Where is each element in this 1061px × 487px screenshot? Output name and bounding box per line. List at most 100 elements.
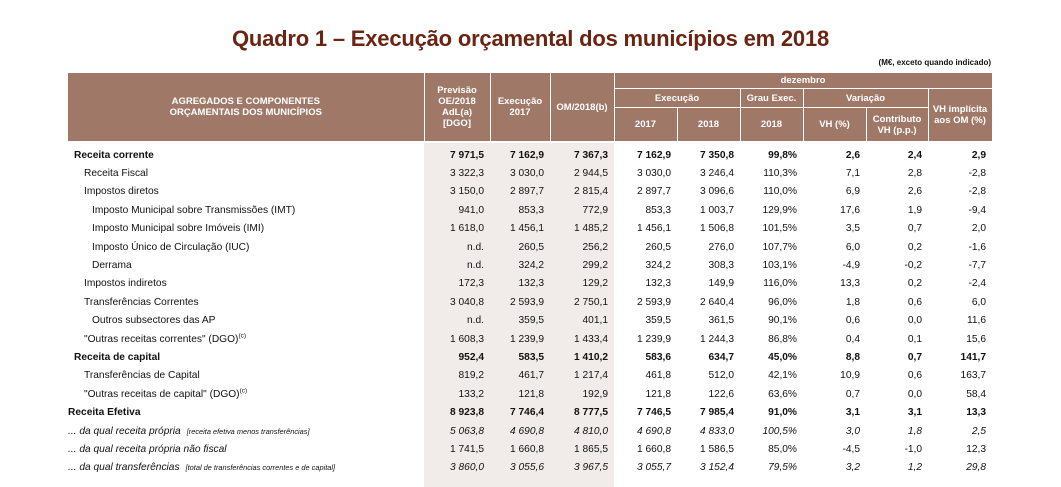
cell-om2018: 299,2 — [582, 260, 609, 272]
cell-exec-2017: 1 456,1 — [637, 223, 671, 235]
row-label: Impostos diretos — [68, 183, 424, 201]
cell-exec-2018: 276,0 — [708, 241, 735, 253]
cell-exec-2018: 4 833,0 — [700, 425, 734, 437]
cell-vh-implicita: -2,8 — [968, 168, 987, 180]
header-vh-implicita: VH implícita aos OM (%) — [927, 88, 993, 142]
header-execucao-line-1: Execução — [497, 96, 543, 107]
row-label: ... da qual transferências [total de tran… — [68, 459, 424, 477]
cell-vh-implicita: 6,0 — [971, 296, 987, 308]
cell-vh-implicita: 13,3 — [966, 407, 987, 419]
cell-exec-2017: 4 690,8 — [637, 425, 671, 437]
cell-grau-2018: 103,1% — [762, 260, 797, 272]
table-row: Transferências Correntes 3 040,8 2 593,9 2 … — [68, 293, 992, 311]
cell-contributo: 0,6 — [907, 296, 922, 308]
row-label: ... da qual receita própria [receita efet… — [68, 422, 424, 440]
cell-grau-2018: 63,6% — [768, 388, 797, 400]
cell-execucao-2017: 853,3 — [518, 204, 545, 216]
header-contributo: Contributo VH (p.p.) — [865, 107, 929, 142]
cell-vh-implicita: 15,6 — [966, 333, 987, 345]
cell-previsao: 941,0 — [458, 204, 485, 216]
cell-contributo: 1,9 — [907, 204, 922, 216]
row-label: Receita Efetiva — [68, 403, 424, 421]
header-previsao-line-2: OE/2018 — [438, 96, 476, 107]
header-label-column: AGREGADOS E COMPONENTES ORÇAMENTAIS DOS … — [68, 72, 425, 142]
cell-execucao-2017: 583,5 — [518, 351, 545, 363]
cell-vh-pct: 8,8 — [845, 351, 860, 363]
cell-exec-2018: 7 350,8 — [700, 149, 734, 161]
cell-execucao-2017: 324,2 — [518, 260, 545, 272]
cell-om2018: 1 217,4 — [574, 370, 608, 382]
cell-execucao-2017: 1 660,8 — [510, 443, 544, 455]
cell-vh-pct: -4,9 — [842, 260, 860, 272]
cell-vh-pct: 0,6 — [845, 315, 860, 327]
cell-execucao-2017: 2 593,9 — [510, 296, 544, 308]
row-label: Receita Fiscal — [68, 164, 424, 182]
cell-vh-pct: 6,0 — [845, 241, 860, 253]
cell-exec-2017: 3 055,7 — [637, 462, 671, 474]
row-label: ... da qual receita própria não fiscal — [68, 440, 424, 458]
cell-grau-2018: 45,0% — [768, 351, 797, 363]
cell-contributo: 1,2 — [907, 462, 922, 474]
cell-contributo: 0,0 — [907, 388, 922, 400]
cell-vh-implicita: 2,0 — [971, 223, 987, 235]
cell-vh-implicita: -2,4 — [968, 278, 987, 290]
cell-exec-2017: 121,8 — [645, 388, 672, 400]
cell-exec-2017: 461,8 — [645, 370, 672, 382]
table-row: Imposto Municipal sobre Imóveis (IMI) 1 6… — [68, 220, 992, 238]
cell-execucao-2017: 3 055,6 — [510, 462, 544, 474]
header-execucao-group: Execução — [613, 88, 741, 108]
cell-vh-pct: 3,1 — [845, 407, 860, 419]
cell-contributo: 0,7 — [907, 223, 922, 235]
cell-om2018: 1 410,2 — [574, 351, 608, 363]
table-row: Impostos indiretos 172,3 132,3 129,2 132,3 14… — [68, 275, 992, 293]
cell-previsao: 3 322,3 — [450, 168, 484, 180]
header-previsao-line-1: Previsão — [437, 85, 477, 96]
cell-exec-2018: 1 244,3 — [700, 333, 734, 345]
table-header: AGREGADOS E COMPONENTES ORÇAMENTAIS DOS … — [68, 72, 993, 142]
row-label-text: Receita Fiscal — [84, 168, 148, 180]
cell-exec-2017: 2 897,7 — [637, 186, 671, 198]
table-row: Receita corrente 7 971,5 7 162,9 7 367,3 7 1… — [68, 142, 992, 165]
row-note: [total de transferências correntes e de … — [185, 463, 336, 473]
cell-exec-2017: 1 660,8 — [637, 443, 671, 455]
cell-previsao: 1 741,5 — [450, 443, 484, 455]
cell-exec-2018: 3 152,4 — [700, 462, 734, 474]
units-note: (M€, exceto quando indicado) — [878, 58, 991, 67]
row-label: "Outras receitas de capital" (DGO)(c) — [68, 385, 424, 403]
header-contributo-line-2: VH (p.p.) — [877, 124, 917, 136]
cell-exec-2018: 7 985,4 — [700, 407, 734, 419]
header-vh-pct: VH (%) — [802, 107, 867, 142]
cell-exec-2017: 3 030,0 — [637, 168, 671, 180]
cell-vh-pct: 13,3 — [840, 278, 860, 290]
row-label-text: Derrama — [92, 260, 132, 272]
cell-contributo: 0,1 — [907, 333, 922, 345]
cell-exec-2017: 132,3 — [645, 278, 672, 290]
cell-previsao: 1 618,0 — [450, 223, 484, 235]
cell-exec-2017: 583,6 — [645, 351, 672, 363]
header-grau-exec: Grau Exec. — [739, 88, 804, 108]
row-label-text: Impostos diretos — [84, 186, 159, 198]
cell-grau-2018: 85,0% — [768, 443, 797, 455]
cell-exec-2018: 149,9 — [708, 278, 735, 290]
header-execucao-2017: Execução 2017 — [489, 72, 551, 142]
cell-contributo: 0,7 — [907, 351, 922, 363]
cell-om2018: 256,2 — [582, 241, 609, 253]
row-label: "Outras receitas correntes" (DGO)(c) — [68, 330, 424, 348]
cell-vh-implicita: 11,6 — [966, 315, 987, 327]
row-label: Receita de capital — [68, 348, 424, 366]
row-label: Receita corrente — [68, 142, 424, 165]
cell-exec-2017: 359,5 — [645, 315, 672, 327]
header-om2018: OM/2018(b) — [549, 72, 615, 142]
row-label: Transferências Correntes — [68, 293, 424, 311]
cell-grau-2018: 100,5% — [762, 425, 797, 437]
cell-om2018: 1 865,5 — [574, 443, 608, 455]
cell-previsao: 3 860,0 — [450, 462, 484, 474]
cell-om2018: 2 815,4 — [574, 186, 608, 198]
cell-execucao-2017: 132,3 — [518, 278, 545, 290]
header-dezembro: dezembro — [613, 72, 993, 89]
header-variacao: Variação — [802, 88, 929, 108]
row-label-text: Transferências de Capital — [84, 370, 200, 382]
cell-om2018: 8 777,5 — [574, 407, 608, 419]
cell-grau-2018: 101,5% — [762, 223, 797, 235]
table-title: Quadro 1 – Execução orçamental dos munic… — [231, 26, 830, 51]
